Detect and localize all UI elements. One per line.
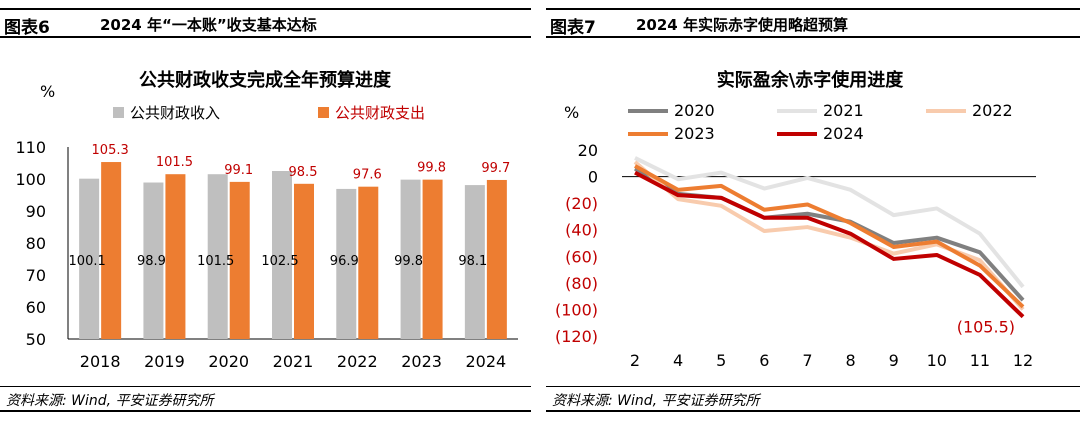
x-tick-label: 10 xyxy=(927,351,947,370)
y-unit-label: % xyxy=(564,103,579,122)
bar-公共财政收入-2021 xyxy=(272,171,292,339)
bar-公共财政收入-2020 xyxy=(207,174,228,339)
chart-title: 公共财政收支完成全年预算进度 xyxy=(139,69,392,91)
data-label-expense: 97.6 xyxy=(353,168,382,183)
x-tick-label: 2018 xyxy=(80,352,121,371)
y-tick-label: (120) xyxy=(555,327,598,346)
legend-label-2020: 2020 xyxy=(674,101,715,120)
series-line-2023 xyxy=(634,164,1025,309)
data-label-expense: 98.5 xyxy=(289,165,318,180)
x-tick-label: 2 xyxy=(630,351,640,370)
bar-公共财政支出-2024 xyxy=(486,179,507,339)
legend-label-2024: 2024 xyxy=(823,124,864,143)
bar-公共财政收入-2019 xyxy=(143,182,164,339)
bar-公共财政支出-2023 xyxy=(422,179,443,339)
y-tick-label: 20 xyxy=(578,141,598,160)
x-tick-label: 2020 xyxy=(208,352,249,371)
figure-7-source: 资料来源: Wind, 平安证券研究所 xyxy=(546,386,1080,412)
figure-7-title: 2024 年实际赤字使用略超预算 xyxy=(636,16,848,34)
x-tick-label: 6 xyxy=(759,351,769,370)
y-tick-label: 110 xyxy=(15,138,46,157)
x-tick-label: 2024 xyxy=(465,352,506,371)
bar-公共财政收入-2024 xyxy=(464,185,485,339)
data-label-income: 98.1 xyxy=(458,254,487,269)
annotation-2024-final: (105.5) xyxy=(957,318,1015,337)
data-label-income: 100.1 xyxy=(69,254,106,269)
x-tick-label: 2023 xyxy=(401,352,442,371)
data-label-income: 101.5 xyxy=(197,254,234,269)
y-tick-label: 90 xyxy=(26,202,46,221)
series-line-2021 xyxy=(634,156,1025,289)
legend-label-0: 公共财政收入 xyxy=(130,104,220,122)
y-tick-label: (60) xyxy=(565,247,598,266)
bar-公共财政收入-2022 xyxy=(336,188,357,339)
legend-label-2022: 2022 xyxy=(972,101,1013,120)
figure-6-panel: 图表6 2024 年“一本账”收支基本达标 公共财政收支完成全年预算进度% 公共财… xyxy=(0,0,531,429)
data-label-income: 99.8 xyxy=(394,254,423,269)
figure-7-panel: 图表7 2024 年实际赤字使用略超预算 实际盈余\赤字使用进度% 2020 202… xyxy=(546,0,1080,429)
bar-公共财政支出-2022 xyxy=(358,186,379,339)
y-unit-label: % xyxy=(40,82,55,101)
bar-公共财政支出-2019 xyxy=(165,174,186,339)
figure-6-title: 2024 年“一本账”收支基本达标 xyxy=(100,16,317,34)
legend-swatch-0 xyxy=(113,107,124,118)
y-tick-label: 0 xyxy=(588,168,598,187)
x-tick-label: 2021 xyxy=(273,352,314,371)
figure-7-header: 图表7 2024 年实际赤字使用略超预算 xyxy=(546,8,1080,38)
y-tick-label: (20) xyxy=(565,194,598,213)
y-tick-label: 60 xyxy=(26,298,46,317)
data-label-income: 102.5 xyxy=(261,254,298,269)
y-tick-label: (100) xyxy=(555,300,598,319)
y-tick-label: (40) xyxy=(565,221,598,240)
y-tick-label: 70 xyxy=(26,266,46,285)
figure-7-source-text: 资料来源: Wind, 平安证券研究所 xyxy=(552,393,760,409)
data-label-income: 96.9 xyxy=(330,254,359,269)
y-tick-label: 50 xyxy=(26,330,46,349)
x-tick-label: 4 xyxy=(673,351,683,370)
legend-label-1: 公共财政支出 xyxy=(335,104,425,122)
legend-swatch-1 xyxy=(318,107,329,118)
figure-6-source: 资料来源: Wind, 平安证券研究所 xyxy=(0,386,531,412)
bar-公共财政收入-2023 xyxy=(400,179,421,339)
x-tick-label: 11 xyxy=(970,351,990,370)
data-label-income: 98.9 xyxy=(137,254,166,269)
x-tick-label: 7 xyxy=(802,351,812,370)
deficit-usage-line-chart: 实际盈余\赤字使用进度% 2020 2021 2022 2023 2024 20 0 (20) (… xyxy=(555,69,1036,370)
data-label-expense: 105.3 xyxy=(92,143,129,158)
bar-公共财政支出-2020 xyxy=(229,181,250,339)
y-tick-label: 100 xyxy=(15,170,46,189)
figure-6-header: 图表6 2024 年“一本账”收支基本达标 xyxy=(0,8,531,38)
x-tick-label: 2019 xyxy=(144,352,185,371)
figure-6-source-text: 资料来源: Wind, 平安证券研究所 xyxy=(6,393,214,409)
bar-公共财政支出-2021 xyxy=(294,183,314,339)
legend-label-2021: 2021 xyxy=(823,101,864,120)
chart-title: 实际盈余\赤字使用进度 xyxy=(717,69,905,91)
data-label-expense: 99.7 xyxy=(481,161,510,176)
y-tick-label: (80) xyxy=(565,274,598,293)
data-label-expense: 99.1 xyxy=(224,163,253,178)
figure-6-number: 图表6 xyxy=(4,18,50,38)
series-line-2024 xyxy=(634,170,1025,319)
bar-公共财政支出-2018 xyxy=(101,162,122,339)
y-tick-label: 80 xyxy=(26,234,46,253)
x-tick-label: 12 xyxy=(1013,351,1033,370)
bar-公共财政收入-2018 xyxy=(79,178,100,339)
legend-label-2023: 2023 xyxy=(674,124,715,143)
x-tick-label: 5 xyxy=(716,351,726,370)
x-tick-label: 8 xyxy=(845,351,855,370)
data-label-expense: 99.8 xyxy=(417,161,446,176)
figure-7-number: 图表7 xyxy=(550,18,596,38)
x-tick-label: 9 xyxy=(889,351,899,370)
x-tick-label: 2022 xyxy=(337,352,378,371)
budget-progress-bar-chart: 公共财政收支完成全年预算进度% 公共财政收入 公共财政支出 50 60 70 80 90 100… xyxy=(15,69,518,371)
data-label-expense: 101.5 xyxy=(156,155,193,170)
